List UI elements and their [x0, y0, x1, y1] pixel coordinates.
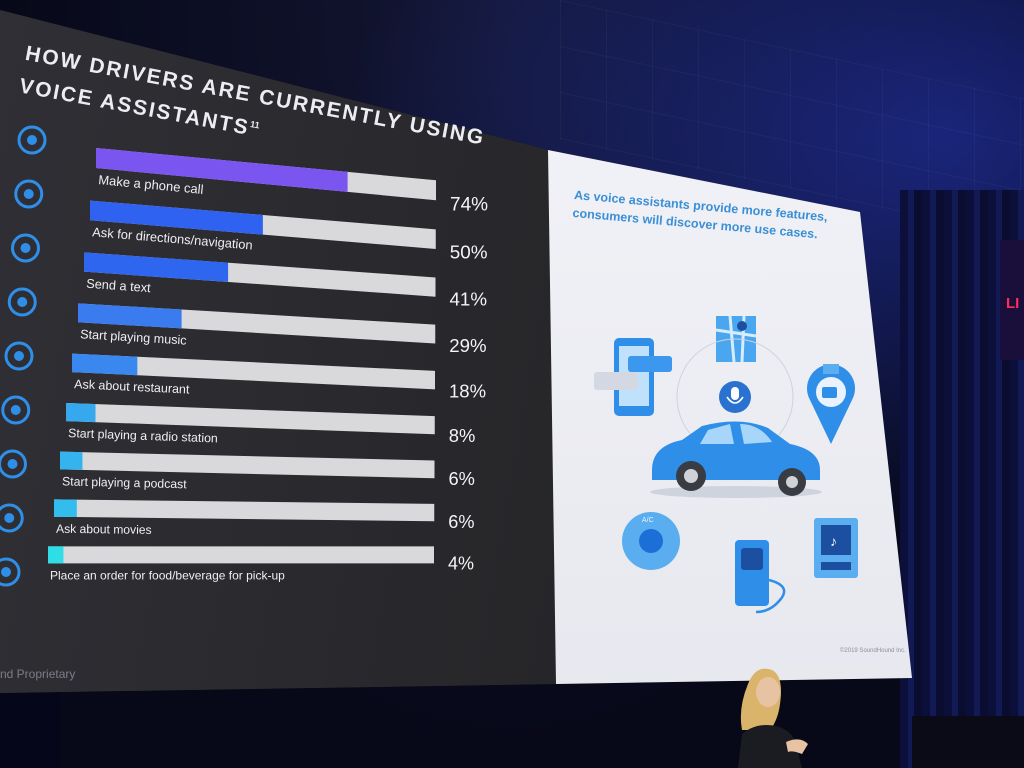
bar-value-label: 8% — [449, 425, 476, 446]
bar — [78, 303, 182, 329]
map-icon — [715, 315, 757, 363]
stage-sign: LI — [1000, 240, 1024, 360]
copyright-text: ©2019 SoundHound Inc. — [840, 648, 906, 654]
bar-value-label: 6% — [449, 468, 475, 489]
bar — [72, 353, 138, 376]
bar — [96, 148, 348, 192]
category-icons — [0, 125, 47, 587]
bar-row: Send a text 41% — [84, 252, 488, 310]
bar-track — [54, 499, 435, 522]
bar — [66, 403, 96, 423]
bar-row: Place an order for food/beverage for pic… — [48, 546, 474, 582]
bar — [90, 200, 263, 235]
bar-row: Start playing a podcast 6% — [60, 451, 475, 491]
radio-icon — [1, 395, 31, 425]
bar-category-label: Start playing music — [80, 327, 187, 347]
ev-charger-icon — [735, 540, 786, 614]
coffee-pin-icon — [807, 364, 855, 444]
bar-track — [66, 403, 435, 435]
bar — [48, 546, 64, 564]
podcast-icon — [0, 449, 27, 479]
music-player-icon: ♪ — [814, 518, 858, 578]
bar-value-label: 74% — [450, 194, 488, 215]
bar-category-label: Start playing a podcast — [62, 474, 188, 491]
bar-value-label: 4% — [448, 553, 474, 573]
bar — [84, 252, 229, 282]
bar-row: Start playing a radio station 8% — [66, 403, 475, 446]
presenter-figure — [738, 668, 808, 768]
bar-value-label: 50% — [450, 241, 488, 262]
bar-value-label: 6% — [448, 512, 474, 532]
ac-label: A/C — [642, 517, 654, 524]
bar-value-label: 18% — [449, 380, 486, 401]
car-icon — [650, 421, 822, 498]
bar-value-label: 41% — [450, 289, 488, 310]
bar-row: Start playing music 29% — [78, 303, 487, 356]
fork-knife-icon — [4, 341, 34, 371]
pin-icon — [0, 557, 21, 587]
bar-value-label: 29% — [449, 335, 486, 356]
movie-camera-icon — [0, 503, 24, 533]
bar-row: Ask about restaurant 18% — [72, 353, 486, 401]
slide-footer: nd Proprietary — [0, 667, 76, 681]
music-note-icon — [7, 287, 37, 317]
bar — [54, 499, 77, 518]
bar-category-label: Place an order for food/beverage for pic… — [50, 568, 285, 582]
info-pin-icon — [14, 179, 44, 209]
bar-row: Ask for directions/navigation 50% — [90, 200, 488, 262]
bar-row: Ask about movies 6% — [54, 499, 474, 537]
bar-track — [60, 451, 435, 479]
bar-track — [72, 353, 435, 390]
bar-category-label: Send a text — [86, 276, 152, 296]
svg-text:♪: ♪ — [830, 533, 837, 549]
smartphone-icon — [594, 338, 672, 416]
podium — [912, 716, 1024, 768]
right-panel-illustration: A/C ♪ — [594, 315, 858, 614]
ac-dial-icon: A/C — [622, 512, 680, 570]
bar-category-label: Start playing a radio station — [68, 426, 218, 445]
chat-bubble-icon — [11, 233, 40, 263]
bar-category-label: Ask about restaurant — [74, 377, 190, 396]
bar-track — [48, 546, 434, 564]
bar-category-label: Ask about movies — [56, 522, 152, 537]
phone-icon — [17, 125, 47, 155]
bar — [60, 451, 83, 470]
